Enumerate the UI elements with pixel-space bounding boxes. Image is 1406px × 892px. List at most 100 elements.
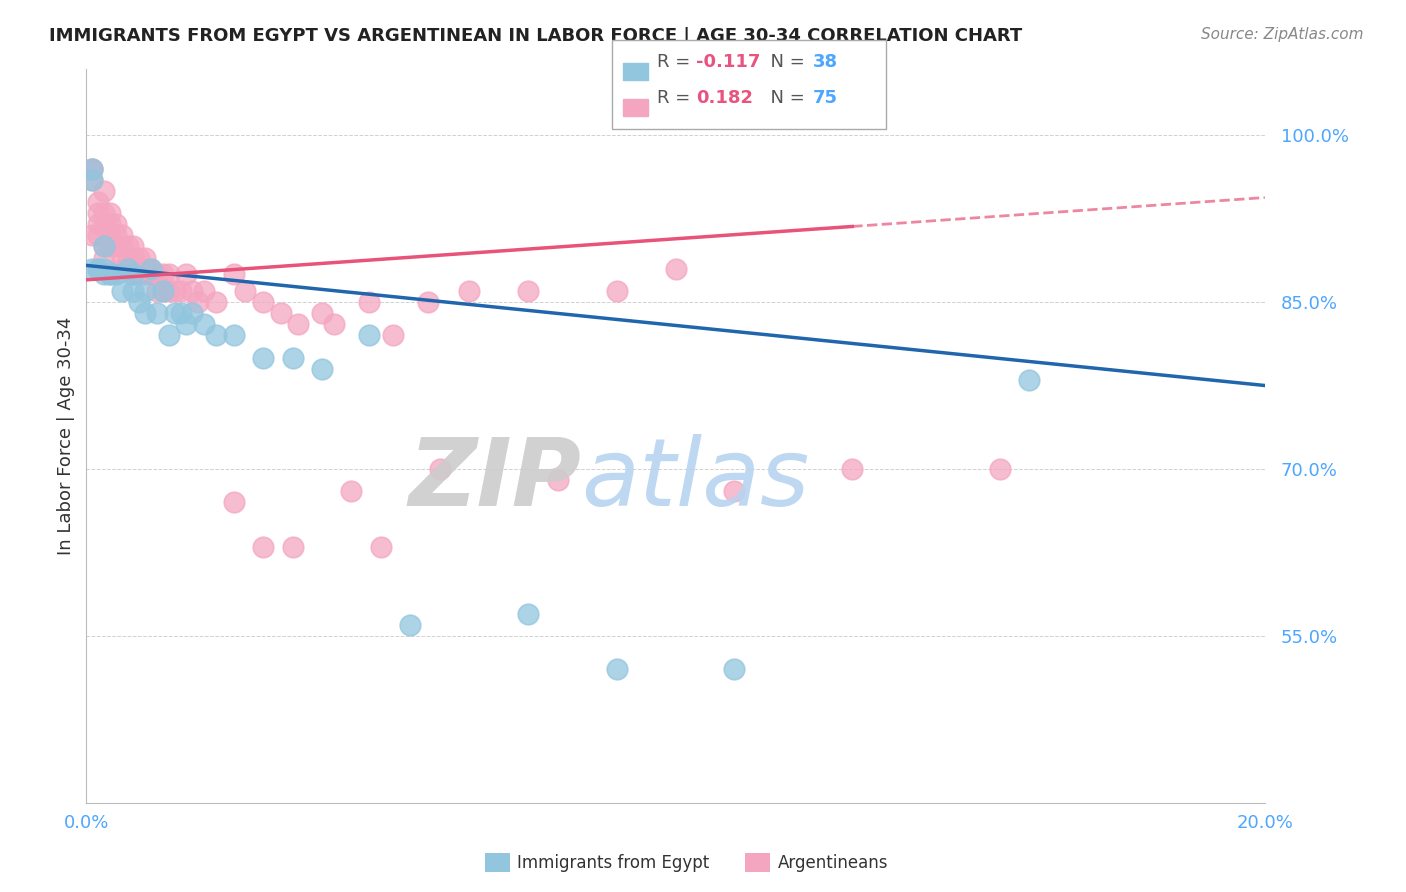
Text: -0.117: -0.117 <box>696 54 761 71</box>
Point <box>93 239 115 253</box>
Point <box>93 217 115 231</box>
Text: 38: 38 <box>813 54 838 71</box>
Point <box>416 295 439 310</box>
Point <box>169 306 191 320</box>
Point <box>152 284 174 298</box>
Point <box>205 295 228 310</box>
Point <box>146 267 169 281</box>
Point <box>82 173 104 187</box>
Point <box>111 251 134 265</box>
Text: 0.182: 0.182 <box>696 89 754 107</box>
Point <box>93 184 115 198</box>
Point <box>281 351 304 365</box>
Point <box>82 173 104 187</box>
Point <box>111 239 134 253</box>
Point <box>117 261 139 276</box>
Point <box>458 284 481 298</box>
Point <box>98 267 121 281</box>
Point <box>222 328 245 343</box>
Point <box>98 206 121 220</box>
Text: IMMIGRANTS FROM EGYPT VS ARGENTINEAN IN LABOR FORCE | AGE 30-34 CORRELATION CHAR: IMMIGRANTS FROM EGYPT VS ARGENTINEAN IN … <box>49 27 1022 45</box>
Point <box>222 495 245 509</box>
Point <box>723 484 745 499</box>
Point <box>146 306 169 320</box>
Point <box>287 318 309 332</box>
Point <box>606 662 628 676</box>
Point <box>93 261 115 276</box>
Y-axis label: In Labor Force | Age 30-34: In Labor Force | Age 30-34 <box>58 317 75 555</box>
Point <box>235 284 257 298</box>
Point <box>163 284 186 298</box>
Point <box>139 261 162 276</box>
Point <box>340 484 363 499</box>
Text: 75: 75 <box>813 89 838 107</box>
Point <box>111 261 134 276</box>
Point <box>139 267 162 281</box>
Point <box>193 284 215 298</box>
Point <box>252 540 274 554</box>
Point <box>134 261 156 276</box>
Point <box>547 473 569 487</box>
Point <box>111 284 134 298</box>
Point <box>134 267 156 281</box>
Point <box>82 261 104 276</box>
Point <box>429 462 451 476</box>
Point <box>163 306 186 320</box>
Point <box>128 295 150 310</box>
Point <box>93 251 115 265</box>
Point <box>134 251 156 265</box>
Point <box>93 206 115 220</box>
Point <box>370 540 392 554</box>
Point <box>139 261 162 276</box>
Point <box>82 161 104 176</box>
Point <box>128 261 150 276</box>
Point <box>270 306 292 320</box>
Point <box>222 267 245 281</box>
Point <box>152 267 174 281</box>
Point <box>87 261 110 276</box>
Point <box>87 261 110 276</box>
Point <box>122 251 145 265</box>
Point <box>98 239 121 253</box>
Point <box>399 617 422 632</box>
Point <box>104 217 127 231</box>
Point <box>128 267 150 281</box>
Point <box>176 267 198 281</box>
Point <box>311 306 333 320</box>
Point <box>146 284 169 298</box>
Point <box>664 261 686 276</box>
Text: Immigrants from Egypt: Immigrants from Egypt <box>517 854 710 871</box>
Point <box>134 306 156 320</box>
Point <box>122 267 145 281</box>
Point <box>205 328 228 343</box>
Point <box>176 318 198 332</box>
Point <box>193 318 215 332</box>
Point <box>87 206 110 220</box>
Point <box>122 267 145 281</box>
Point <box>117 251 139 265</box>
Point <box>181 284 204 298</box>
Point <box>122 284 145 298</box>
Point <box>252 351 274 365</box>
Point <box>517 284 540 298</box>
Point <box>252 295 274 310</box>
Point <box>1018 373 1040 387</box>
Point <box>98 267 121 281</box>
Point <box>841 462 863 476</box>
Point <box>517 607 540 621</box>
Point <box>359 328 381 343</box>
Text: Argentineans: Argentineans <box>778 854 889 871</box>
Point <box>381 328 404 343</box>
Point <box>157 267 180 281</box>
Text: ZIP: ZIP <box>408 434 581 525</box>
Point <box>104 267 127 281</box>
Point <box>93 267 115 281</box>
Point <box>87 228 110 243</box>
Text: N =: N = <box>759 54 811 71</box>
Point <box>152 284 174 298</box>
Point <box>134 284 156 298</box>
Point <box>98 217 121 231</box>
Point <box>82 161 104 176</box>
Text: R =: R = <box>657 89 696 107</box>
Point <box>169 284 191 298</box>
